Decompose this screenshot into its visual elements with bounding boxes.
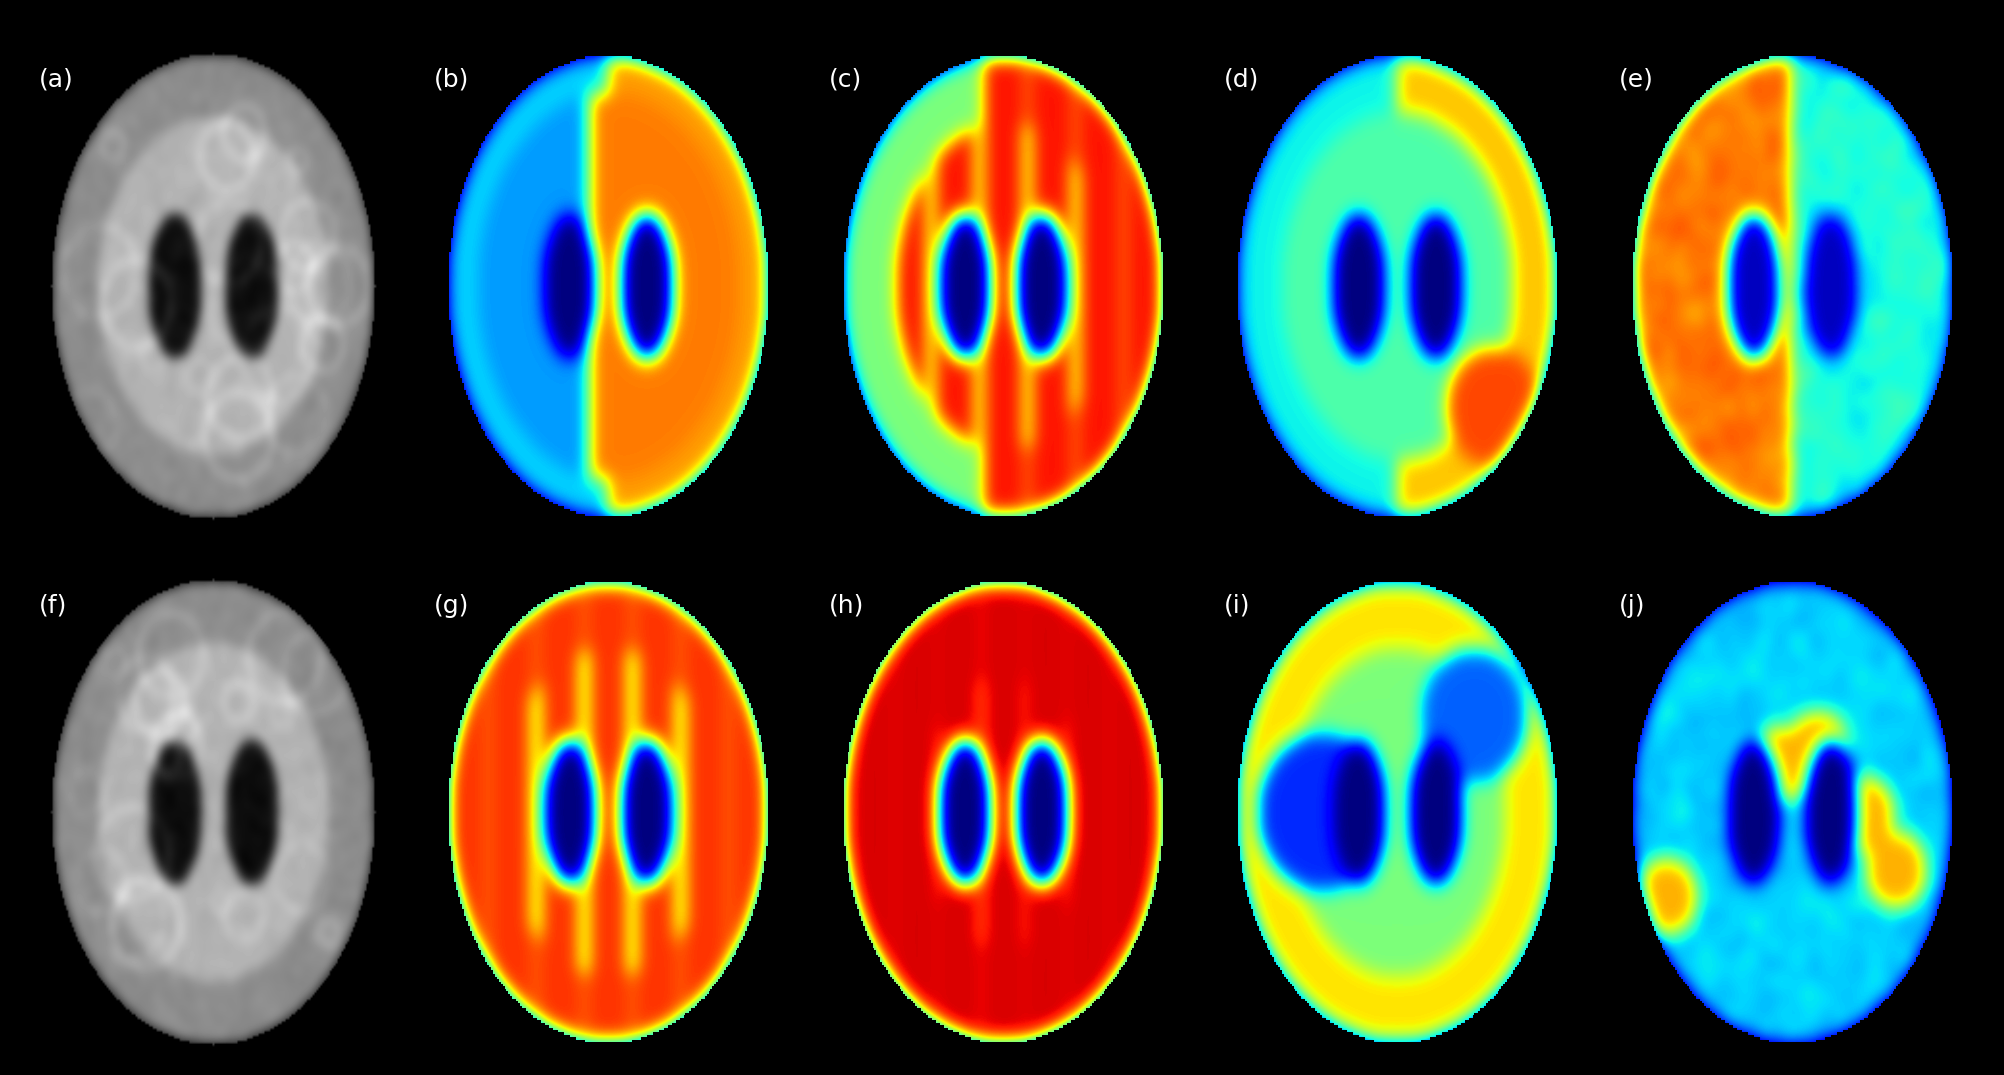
Text: (f): (f) xyxy=(40,593,68,618)
Text: (g): (g) xyxy=(435,593,469,618)
Text: (h): (h) xyxy=(830,593,864,618)
Text: (j): (j) xyxy=(1619,593,1645,618)
Text: (e): (e) xyxy=(1619,67,1653,91)
Text: (c): (c) xyxy=(830,67,862,91)
Text: (a): (a) xyxy=(40,67,74,91)
Text: (i): (i) xyxy=(1224,593,1250,618)
Text: (b): (b) xyxy=(435,67,469,91)
Text: (d): (d) xyxy=(1224,67,1259,91)
